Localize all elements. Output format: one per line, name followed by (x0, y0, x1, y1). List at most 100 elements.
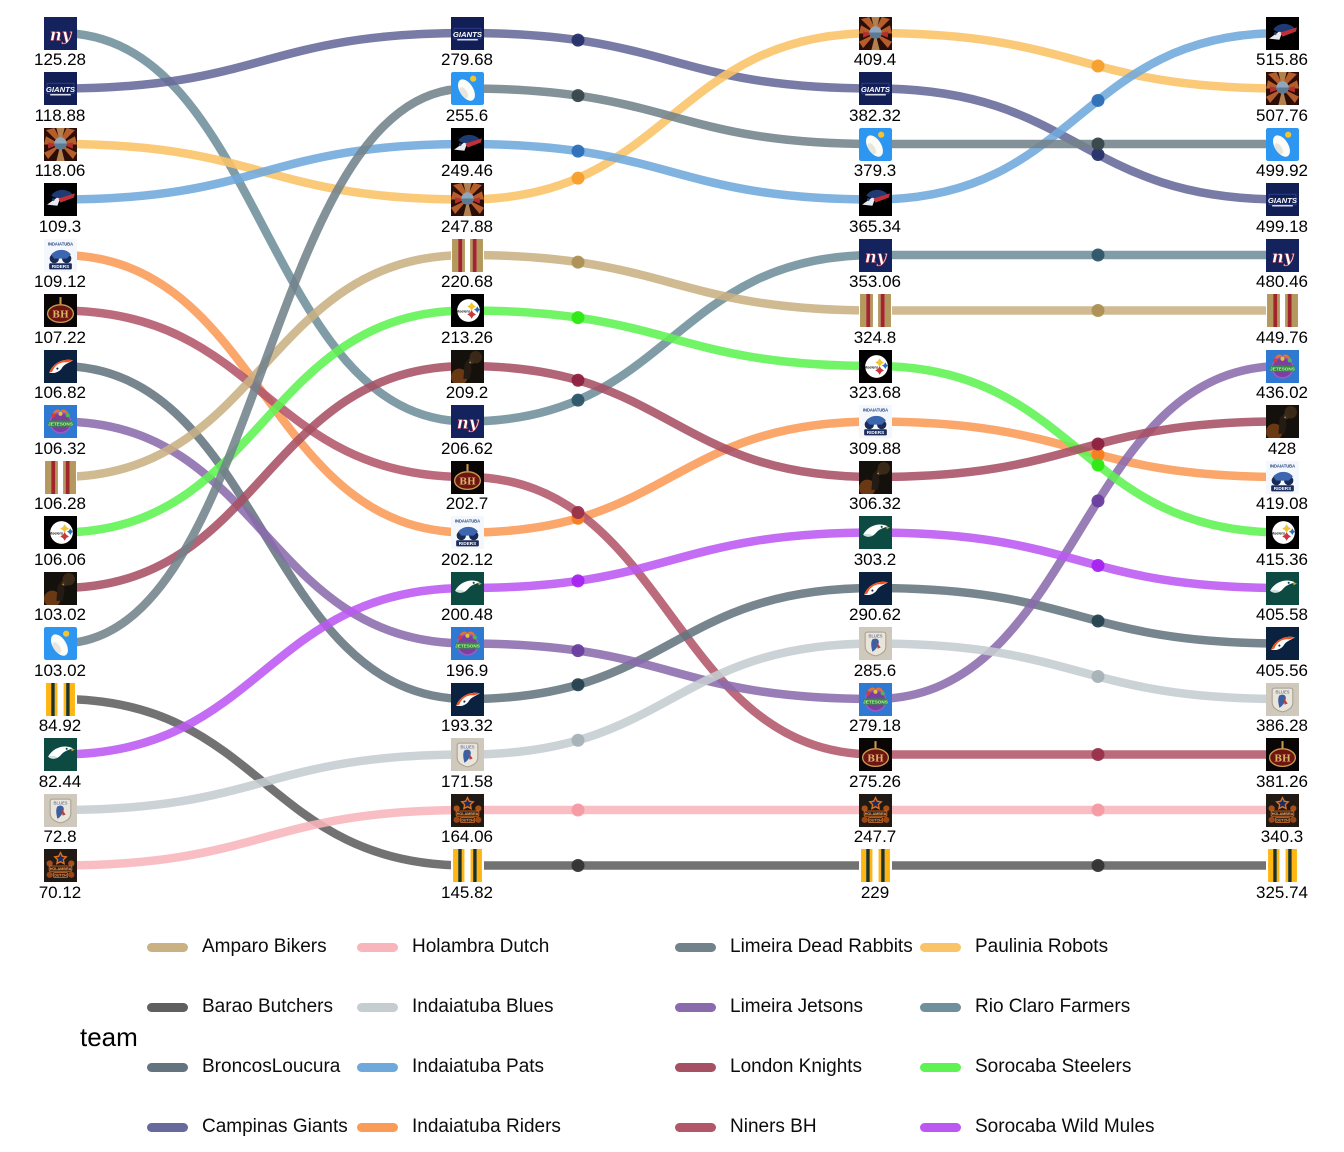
legend-swatch (920, 1062, 961, 1072)
legend-swatch (920, 1122, 961, 1132)
svg-text:BH: BH (52, 310, 69, 321)
svg-text:BH: BH (867, 754, 884, 765)
patriots-icon (43, 183, 77, 216)
week-marker (1091, 448, 1105, 462)
svg-text:JETESONS: JETESONS (455, 643, 480, 648)
legend-label: London Knights (730, 1056, 863, 1077)
legend-entry-broncosloucura: BroncosLoucura (147, 1056, 340, 1078)
week-marker (571, 733, 585, 747)
legend-label: Holambra Dutch (412, 936, 550, 957)
legend-entry-rio-claro-farmers: Rio Claro Farmers (920, 996, 1130, 1018)
value-label: 229 (860, 882, 890, 902)
svg-text:DUTCH: DUTCH (54, 873, 67, 877)
legend-label: Limeira Jetsons (730, 996, 864, 1017)
value-label: 324.8 (853, 327, 897, 347)
jetsons-icon: JETESONS (43, 405, 77, 438)
butchers-stripes-icon (1265, 849, 1299, 882)
svg-text:Steelers: Steelers (48, 531, 62, 535)
bikers-stripes-icon (858, 294, 892, 327)
broncos-icon (450, 682, 484, 716)
value-label: 415.36 (1256, 549, 1308, 569)
dutch-icon: HOLAMBRA DUTCH (450, 793, 484, 827)
week-marker (571, 171, 585, 185)
broncos-icon (1265, 627, 1299, 660)
knight-icon (1265, 405, 1299, 438)
svg-text:ny: ny (1271, 247, 1294, 266)
blues-icon: BLUES (43, 793, 77, 827)
value-label: 107.22 (34, 327, 86, 347)
value-label: 193.32 (441, 716, 493, 735)
svg-text:Steelers: Steelers (1270, 531, 1284, 535)
legend-entry-niners-bh: Niners BH (675, 1116, 817, 1138)
eagles-icon (43, 738, 77, 771)
legend-entry-campinas-giants: Campinas Giants (147, 1116, 348, 1138)
value-label: 171.58 (441, 771, 493, 791)
giants-wordmark-icon: GIANTS (858, 72, 892, 105)
value-label: 323.68 (849, 383, 901, 402)
svg-text:HOLAMBRA: HOLAMBRA (864, 812, 886, 816)
steelers-icon: Steelers (43, 516, 77, 549)
week-marker (571, 393, 585, 407)
value-label: 84.92 (38, 716, 82, 735)
legend-entry-holambra-dutch: Holambra Dutch (357, 936, 549, 958)
giants-wordmark-icon: GIANTS (43, 72, 77, 105)
legend-entry-amparo-bikers: Amparo Bikers (147, 936, 327, 958)
week-marker (1091, 59, 1105, 73)
svg-text:RIDERS: RIDERS (51, 264, 68, 269)
value-label: 106.82 (34, 383, 86, 402)
svg-text:GIANTS: GIANTS (452, 30, 482, 39)
value-label: 340.3 (1260, 827, 1304, 846)
value-label: 103.02 (34, 660, 86, 680)
team-line-limeira-jetsons (55, 361, 1287, 704)
legend-label: Limeira Dead Rabbits (730, 936, 913, 957)
value-label: 290.62 (849, 605, 901, 624)
value-label: 202.7 (445, 494, 489, 513)
bh-icon: BH (1265, 738, 1299, 771)
svg-text:INDAIATUBA: INDAIATUBA (454, 519, 479, 524)
value-label: 285.6 (853, 660, 897, 680)
svg-text:ny: ny (456, 414, 479, 433)
value-label: 220.68 (441, 272, 493, 291)
value-label: 419.08 (1256, 494, 1308, 513)
svg-text:JETESONS: JETESONS (48, 421, 73, 426)
lines-layer (55, 28, 1287, 872)
bh-icon: BH (43, 294, 77, 327)
svg-text:DUTCH: DUTCH (461, 818, 474, 822)
week-marker (571, 311, 585, 325)
value-label: 325.74 (1256, 882, 1308, 902)
value-label: 428 (1267, 438, 1297, 458)
legend-entry-paulinia-robots: Paulinia Robots (920, 936, 1108, 958)
svg-text:HOLAMBRA: HOLAMBRA (456, 812, 478, 816)
value-label: 118.88 (34, 105, 86, 125)
ny-giants-icon: ny (43, 16, 77, 50)
value-label: 275.26 (849, 771, 901, 791)
svg-text:BLUES: BLUES (53, 800, 67, 805)
value-label: 507.76 (1256, 105, 1308, 125)
legend-swatch (675, 1002, 716, 1012)
svg-text:HOLAMBRA: HOLAMBRA (49, 867, 71, 871)
legend-swatch (147, 1062, 188, 1072)
week-marker (571, 574, 585, 588)
svg-text:RIDERS: RIDERS (866, 430, 883, 435)
legend-label: Sorocaba Steelers (975, 1056, 1132, 1077)
week-marker (571, 373, 585, 387)
week-marker (571, 255, 585, 269)
value-label: 72.8 (43, 827, 77, 846)
svg-text:DUTCH: DUTCH (1276, 818, 1289, 822)
team-line-holambra-dutch (55, 805, 1287, 870)
svg-text:RIDERS: RIDERS (458, 541, 475, 546)
value-label: 405.58 (1256, 605, 1308, 624)
broncos-icon (43, 349, 77, 383)
blues-icon: BLUES (450, 738, 484, 771)
legend-swatch (357, 1002, 398, 1012)
value-label: 303.2 (853, 549, 897, 569)
week-marker (1091, 304, 1105, 317)
svg-text:RIDERS: RIDERS (1273, 486, 1290, 491)
dutch-icon: HOLAMBRA DUTCH (1265, 793, 1299, 827)
robots-starburst-icon (858, 16, 892, 50)
week-marker (571, 33, 585, 47)
bh-icon: BH (450, 460, 484, 494)
bikers-stripes-icon (1265, 294, 1299, 327)
svg-text:Steelers: Steelers (455, 309, 469, 313)
